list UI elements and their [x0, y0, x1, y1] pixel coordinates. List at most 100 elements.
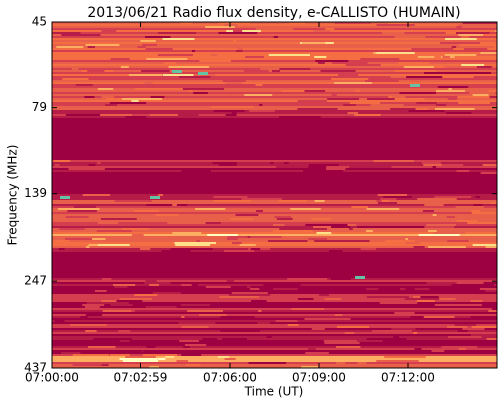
- spectrogram-streak: [97, 222, 119, 224]
- spectrogram-streak: [180, 304, 210, 306]
- spectrogram-streak: [210, 232, 246, 234]
- spectrogram-streak: [125, 356, 156, 358]
- spectrogram-streak: [333, 240, 370, 242]
- spectrogram-row: [52, 366, 497, 368]
- spectrogram-streak: [85, 286, 113, 288]
- spectrogram-streak: [145, 306, 177, 308]
- spectrogram-streak: [65, 66, 88, 68]
- spectrogram-row: [52, 168, 497, 170]
- spectrogram-streak: [223, 216, 259, 218]
- spectrogram-streak: [192, 82, 220, 84]
- spectrogram-streak: [428, 312, 468, 314]
- spectrogram-streak: [435, 104, 447, 106]
- spectrogram-streak: [118, 330, 131, 332]
- spectrogram-streak: [430, 334, 448, 336]
- spectrogram-streak: [387, 318, 418, 320]
- y-tick-label: 45: [32, 15, 47, 29]
- spectrogram-streak: [231, 292, 268, 294]
- spectrogram-streak: [440, 42, 480, 44]
- spectrogram-row: [52, 218, 497, 220]
- spectrogram-streak: [145, 48, 173, 50]
- spectrogram-streak: [279, 228, 315, 230]
- spectrogram-streak: [100, 282, 112, 284]
- spectrogram-streak: [491, 308, 497, 310]
- spectrogram-streak: [444, 54, 477, 56]
- spectrogram-streak: [68, 168, 105, 170]
- spectrogram-streak: [485, 246, 497, 248]
- spectrogram-row: [52, 112, 497, 114]
- spectrogram-row: [52, 24, 497, 26]
- spectrogram-streak: [268, 54, 311, 56]
- spectrogram-streak: [454, 324, 477, 326]
- spectrogram-streak: [163, 62, 176, 64]
- spectrogram-streak: [211, 106, 254, 108]
- spectrogram-row: [52, 318, 497, 320]
- spectrogram-row: [52, 246, 497, 248]
- spectrogram-streak: [413, 246, 425, 248]
- spectrogram-streak: [416, 300, 435, 302]
- spectrogram-streak: [52, 240, 70, 242]
- spectrogram-streak: [457, 330, 468, 332]
- spectrogram-row: [52, 102, 497, 104]
- spectrogram-streak: [315, 226, 351, 228]
- spectrogram-streak: [446, 112, 472, 114]
- spectrogram-streak: [105, 104, 118, 106]
- spectrogram-streak: [486, 216, 497, 218]
- spectrogram-streak: [486, 338, 497, 340]
- spectrogram-streak: [109, 102, 147, 104]
- spectrogram-streak: [428, 294, 456, 296]
- spectrogram-streak: [195, 228, 214, 230]
- spectrogram-streak: [198, 312, 228, 314]
- spectrogram-streak: [470, 210, 481, 212]
- y-tick-label: 247: [24, 274, 47, 288]
- spectrogram-streak: [336, 326, 370, 328]
- spectrogram-streak: [304, 318, 343, 320]
- spectrogram-streak: [381, 32, 405, 34]
- spectrogram-streak: [84, 306, 113, 308]
- spectrogram-streak: [379, 302, 418, 304]
- spectrogram-streak: [488, 90, 497, 92]
- spectrogram-streak: [303, 220, 307, 222]
- spectrogram-streak: [81, 102, 111, 104]
- spectrogram-streak: [101, 364, 109, 366]
- spectrogram-streak: [101, 96, 115, 98]
- spectrogram-streak: [102, 278, 112, 280]
- spectrogram-streak: [187, 310, 223, 312]
- spectrogram-streak: [157, 32, 197, 34]
- spectrogram-streak: [324, 342, 360, 344]
- spectrogram-streak: [87, 46, 96, 48]
- spectrogram-streak: [349, 228, 353, 230]
- spectrogram-streak: [235, 110, 242, 112]
- x-tick-label: 07:06:00: [203, 371, 257, 385]
- spectrogram-streak: [297, 108, 338, 110]
- spectrogram-row: [52, 296, 497, 298]
- spectrogram-streak: [85, 340, 98, 342]
- spectrogram-streak: [451, 284, 494, 286]
- spectrogram-streak: [330, 354, 361, 356]
- spectrogram-streak: [199, 246, 229, 248]
- spectrogram-streak: [376, 362, 401, 364]
- spectrogram-streak: [69, 358, 83, 360]
- spectrogram-streak: [442, 56, 451, 58]
- spectrogram-streak: [205, 26, 235, 28]
- spectrogram-streak: [94, 290, 107, 292]
- spectrogram-streak: [393, 72, 410, 74]
- spectrogram-streak: [88, 164, 96, 166]
- spectrogram-streak: [218, 164, 237, 166]
- spectrogram-streak: [278, 352, 307, 354]
- spectrogram-streak: [273, 288, 298, 290]
- spectrogram-streak: [87, 70, 105, 72]
- spectrogram-streak: [291, 304, 323, 306]
- spectrogram-row: [52, 160, 497, 162]
- spectrogram-streak: [167, 222, 206, 224]
- spectrogram-streak: [279, 68, 311, 70]
- spectrogram-streak: [125, 352, 162, 354]
- plot-frame: [51, 21, 498, 369]
- spectrogram-row: [52, 358, 497, 360]
- spectrogram-streak: [315, 60, 349, 62]
- spectrogram-row: [52, 222, 497, 224]
- spectrogram-streak: [455, 206, 484, 208]
- spectrogram-streak: [377, 202, 397, 204]
- spectrogram-streak: [270, 342, 278, 344]
- spectrogram-row: [52, 76, 497, 78]
